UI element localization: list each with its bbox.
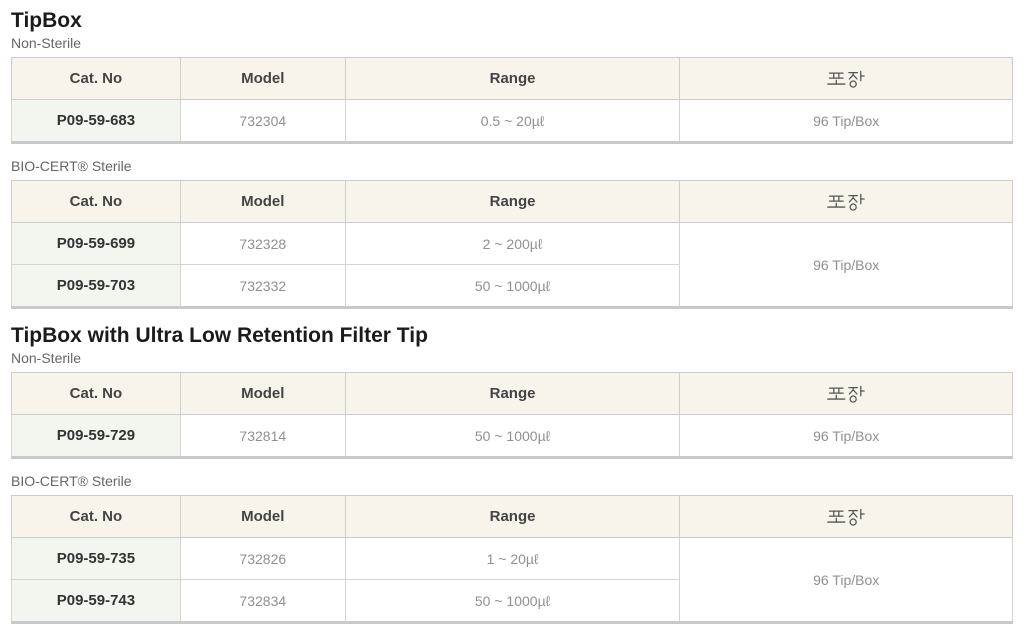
table-label-non-sterile: Non-Sterile xyxy=(11,350,82,366)
range-cell: 0.5 ~ 20µℓ xyxy=(344,99,681,143)
table-label-non-sterile: Non-Sterile xyxy=(11,35,82,51)
col-header-packaging: 포장 xyxy=(679,57,1013,100)
col-header-cat-no: Cat. No xyxy=(11,57,181,100)
col-header-range: Range xyxy=(344,57,681,100)
product-table-tipbox-sterile: Cat. No Model Range 포장 xyxy=(11,180,1013,309)
col-header-model: Model xyxy=(179,495,346,538)
cat-no-cell: P09-59-743 xyxy=(11,579,181,623)
packaging-cell-merged: 96 Tip/Box xyxy=(679,222,1013,308)
table-header-row: Cat. No Model Range 포장 xyxy=(11,57,1013,100)
section-title-tipbox-ulr: TipBox with Ultra Low Retention Filter T… xyxy=(11,324,428,347)
cat-no-cell: P09-59-735 xyxy=(11,537,181,580)
table-header-row: Cat. No Model Range 포장 xyxy=(11,180,1013,223)
col-header-range: Range xyxy=(344,495,681,538)
col-header-range: Range xyxy=(344,372,681,415)
cat-no-cell: P09-59-683 xyxy=(11,99,181,143)
table-row: P09-59-699 732328 2 ~ 200µℓ 96 Tip/Box xyxy=(11,222,1013,308)
table-row: P09-59-735 732826 1 ~ 20µℓ 96 Tip/Box xyxy=(11,537,1013,623)
col-header-packaging: 포장 xyxy=(679,495,1013,538)
packaging-hangul-icon xyxy=(827,508,865,526)
model-cell: 732304 xyxy=(179,99,346,143)
table-row: P09-59-703 732332 50 ~ 1000µℓ xyxy=(11,264,1013,308)
table-row: P09-59-683 732304 0.5 ~ 20µℓ 96 Tip/Box xyxy=(11,99,1013,143)
model-cell: 732328 xyxy=(179,222,346,265)
col-header-cat-no: Cat. No xyxy=(11,495,181,538)
range-cell: 50 ~ 1000µℓ xyxy=(344,264,681,308)
col-header-cat-no: Cat. No xyxy=(11,372,181,415)
range-cell: 50 ~ 1000µℓ xyxy=(344,579,681,623)
cat-no-cell: P09-59-729 xyxy=(11,414,181,458)
table-row: P09-59-729 732814 50 ~ 1000µℓ 96 Tip/Box xyxy=(11,414,1013,458)
table-label-biocert-sterile: BIO-CERT® Sterile xyxy=(11,473,132,489)
model-cell: 732834 xyxy=(179,579,346,623)
model-cell: 732332 xyxy=(179,264,346,308)
model-cell: 732814 xyxy=(179,414,346,458)
table-header-row: Cat. No Model Range 포장 xyxy=(11,495,1013,538)
col-header-packaging-text: 포장 xyxy=(865,507,866,508)
table-row: P09-59-743 732834 50 ~ 1000µℓ xyxy=(11,579,1013,623)
packaging-hangul-icon xyxy=(827,193,865,211)
table-header-row: Cat. No Model Range 포장 xyxy=(11,372,1013,415)
range-cell: 2 ~ 200µℓ xyxy=(344,222,681,265)
packaging-cell: 96 Tip/Box xyxy=(679,99,1013,143)
col-header-model: Model xyxy=(179,372,346,415)
col-header-packaging: 포장 xyxy=(679,180,1013,223)
model-cell: 732826 xyxy=(179,537,346,580)
range-cell: 1 ~ 20µℓ xyxy=(344,537,681,580)
product-table-ulr-sterile: Cat. No Model Range 포장 xyxy=(11,495,1013,624)
col-header-packaging-text: 포장 xyxy=(865,192,866,193)
table-label-biocert-sterile: BIO-CERT® Sterile xyxy=(11,158,132,174)
packaging-cell-merged: 96 Tip/Box xyxy=(679,537,1013,623)
col-header-packaging-text: 포장 xyxy=(865,69,866,70)
range-cell: 50 ~ 1000µℓ xyxy=(344,414,681,458)
packaging-hangul-icon xyxy=(827,385,865,403)
col-header-model: Model xyxy=(179,57,346,100)
col-header-packaging: 포장 xyxy=(679,372,1013,415)
section-title-tipbox: TipBox xyxy=(11,9,82,32)
cat-no-cell: P09-59-703 xyxy=(11,264,181,308)
packaging-hangul-icon xyxy=(827,70,865,88)
cat-no-cell: P09-59-699 xyxy=(11,222,181,265)
product-table-ulr-nonsterile: Cat. No Model Range 포장 xyxy=(11,372,1013,459)
col-header-model: Model xyxy=(179,180,346,223)
catalog-page: TipBox Non-Sterile Cat. No Model Range xyxy=(11,9,1013,624)
col-header-range: Range xyxy=(344,180,681,223)
packaging-cell: 96 Tip/Box xyxy=(679,414,1013,458)
product-table-tipbox-nonsterile: Cat. No Model Range 포장 xyxy=(11,57,1013,144)
col-header-packaging-text: 포장 xyxy=(865,384,866,385)
col-header-cat-no: Cat. No xyxy=(11,180,181,223)
